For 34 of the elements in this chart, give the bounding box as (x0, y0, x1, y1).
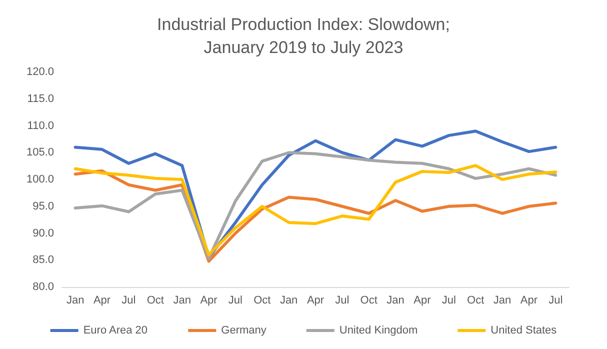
x-tick-label: Apr (93, 294, 111, 306)
legend-label: United States (490, 324, 558, 336)
y-tick-label: 115.0 (27, 92, 54, 105)
legend-label: Euro Area 20 (83, 324, 148, 336)
x-tick-label: Jul (442, 294, 456, 306)
x-tick-label: Jan (173, 294, 191, 306)
y-tick-label: 100.0 (26, 174, 54, 186)
x-tick-label: Jul (122, 294, 136, 306)
y-tick-label: 90.0 (32, 227, 54, 240)
x-tick-label: Jan (66, 294, 84, 306)
x-tick-label: Jan (280, 294, 298, 306)
x-tick-label: Oct (254, 294, 271, 306)
x-tick-label: Jul (228, 294, 242, 306)
y-tick-label: 110.0 (27, 120, 54, 132)
legend-label: United Kingdom (339, 324, 418, 336)
line-series (74, 151, 558, 260)
x-tick-label: Oct (360, 294, 378, 306)
y-tick-label: 105.0 (26, 146, 54, 159)
y-tick-label: 85.0 (32, 254, 54, 266)
x-tick-label: Jan (493, 294, 512, 306)
x-tick-label: Apr (200, 294, 218, 306)
x-tick-label: Jul (335, 294, 350, 306)
x-tick-label: Apr (306, 294, 324, 306)
x-tick-label: Jul (548, 294, 563, 306)
x-tick-label: Apr (520, 294, 538, 306)
chart-title: Industrial Production Index: Slowdown; January 2019 to July 2023 (157, 15, 450, 57)
x-tick-label: Oct (146, 294, 164, 306)
x-tick-label: Oct (467, 294, 484, 306)
y-tick-label: 95.0 (32, 200, 54, 212)
x-tick-label: Apr (414, 294, 432, 306)
y-tick-label: 120.0 (26, 66, 54, 78)
legend-label: Germany (221, 324, 267, 336)
x-tick-label: Jan (386, 294, 404, 306)
y-tick-label: 80.0 (32, 281, 54, 293)
